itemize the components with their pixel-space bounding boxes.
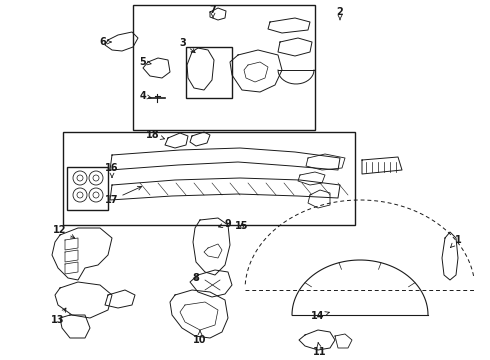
- Text: 13: 13: [51, 308, 66, 325]
- Text: 8: 8: [193, 273, 199, 283]
- Text: 17: 17: [105, 186, 142, 205]
- Text: 10: 10: [193, 330, 207, 345]
- Text: 3: 3: [180, 38, 195, 53]
- Text: 15: 15: [235, 221, 249, 231]
- Text: 7: 7: [210, 5, 217, 18]
- Text: 11: 11: [313, 343, 327, 357]
- Text: 2: 2: [337, 7, 343, 20]
- Text: 4: 4: [140, 91, 151, 101]
- Text: 9: 9: [219, 219, 231, 229]
- Bar: [67, 167, 108, 210]
- Bar: [186, 47, 232, 98]
- Text: 16: 16: [105, 163, 119, 177]
- Text: 1: 1: [451, 235, 462, 247]
- Text: 14: 14: [311, 311, 329, 321]
- Text: 12: 12: [53, 225, 75, 238]
- Text: 5: 5: [140, 57, 151, 67]
- Bar: [63, 132, 355, 225]
- Text: 18: 18: [146, 130, 165, 140]
- Bar: [133, 5, 315, 130]
- Text: 6: 6: [99, 37, 111, 47]
